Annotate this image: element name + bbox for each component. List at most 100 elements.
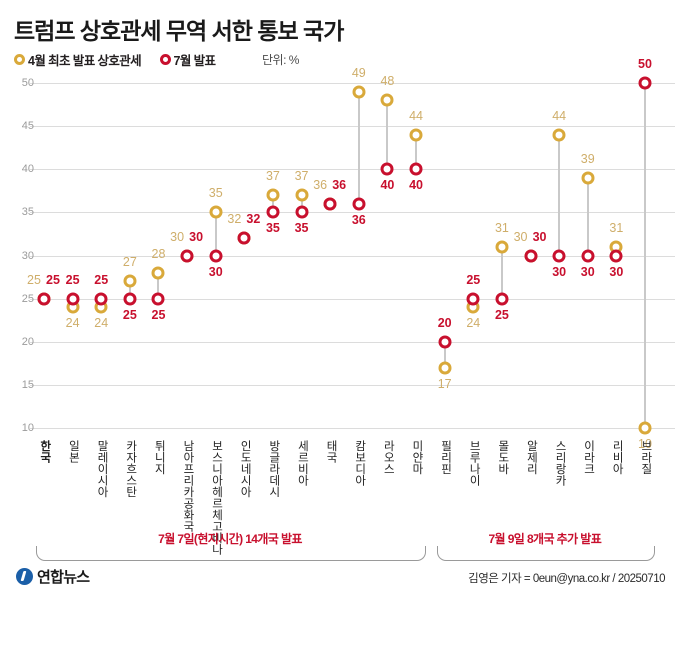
data-point-marker[interactable] — [495, 292, 509, 306]
data-point-marker[interactable] — [209, 249, 223, 262]
data-point-marker[interactable] — [209, 205, 223, 219]
data-point-marker[interactable] — [123, 274, 137, 288]
data-point-marker[interactable] — [438, 335, 452, 349]
connector-stem — [300, 195, 303, 213]
y-axis-tick: 25 — [21, 292, 34, 305]
x-axis-category-label: 브라질 — [639, 440, 652, 475]
connector-stem — [128, 281, 131, 299]
x-axis-category-label: 브루나이 — [468, 440, 481, 486]
data-point-marker[interactable] — [409, 128, 423, 142]
data-point-label: 30 — [580, 264, 595, 279]
x-axis-category-label: 일본 — [67, 440, 80, 463]
data-point-marker[interactable] — [66, 292, 80, 306]
data-point-marker[interactable] — [352, 85, 366, 99]
data-point-label: 32 — [246, 212, 261, 227]
connector-stem — [500, 246, 503, 299]
data-point-marker[interactable] — [552, 128, 566, 142]
connector-stem — [443, 341, 446, 368]
legend-item-april: 4월 최초 발표 상호관세 — [14, 50, 142, 69]
x-axis-category-label: 리비아 — [611, 440, 624, 475]
data-point-label: 10 — [638, 437, 652, 451]
data-point-label: 35 — [294, 221, 309, 236]
connector-stem — [586, 177, 589, 256]
x-axis-category-label: 한국 — [38, 440, 51, 463]
data-point-marker[interactable] — [323, 197, 337, 211]
gridline — [30, 255, 675, 257]
page-title: 트럼프 상호관세 무역 서한 통보 국가 — [14, 18, 344, 44]
connector-stem — [644, 83, 646, 428]
legend-item-july: 7월 발표 — [159, 50, 216, 69]
data-point-marker[interactable] — [151, 292, 165, 306]
group-bracket — [436, 546, 655, 561]
data-point-label: 25 — [46, 272, 60, 287]
data-point-marker[interactable] — [438, 361, 452, 375]
data-point-marker[interactable] — [266, 188, 280, 202]
data-point-label: 36 — [313, 177, 328, 192]
data-point-label: 40 — [380, 178, 395, 193]
x-axis-category-label: 미얀마 — [410, 440, 423, 475]
data-point-marker[interactable] — [609, 249, 623, 262]
data-point-label: 30 — [552, 264, 567, 279]
data-point-marker[interactable] — [581, 171, 595, 185]
data-point-label: 35 — [265, 221, 280, 236]
data-point-label: 31 — [609, 220, 624, 235]
data-point-marker[interactable] — [552, 249, 566, 262]
ring-icon — [159, 54, 171, 65]
data-point-label: 44 — [552, 108, 567, 123]
y-axis-tick: 35 — [21, 206, 34, 219]
data-point-marker[interactable] — [638, 421, 652, 435]
data-point-marker[interactable] — [466, 292, 480, 306]
data-point-marker[interactable] — [581, 249, 595, 262]
data-point-label: 27 — [122, 255, 137, 270]
data-point-label: 24 — [94, 316, 109, 331]
x-axis-category-label: 방글라데시 — [267, 440, 280, 498]
x-axis-category-label: 몰도바 — [496, 440, 509, 475]
x-axis-category-label: 튀니지 — [153, 440, 166, 475]
y-axis-tick: 20 — [21, 335, 34, 348]
y-axis-tick: 45 — [21, 120, 34, 133]
unit-label: 단위: % — [262, 53, 299, 67]
data-point-marker[interactable] — [237, 231, 251, 245]
data-point-marker[interactable] — [380, 162, 394, 176]
data-point-label: 48 — [380, 74, 395, 89]
data-point-marker[interactable] — [123, 292, 137, 306]
group-bracket-note: 7월 7일(현지시간) 14개국 발표 — [158, 532, 302, 546]
data-point-label: 28 — [151, 246, 166, 261]
data-point-label: 30 — [170, 229, 185, 244]
gridline — [30, 428, 675, 429]
x-axis-category-label: 스리랑카 — [553, 440, 566, 486]
data-point-marker[interactable] — [151, 266, 165, 280]
data-point-marker[interactable] — [352, 197, 366, 211]
data-point-label: 32 — [227, 212, 242, 227]
gridline — [30, 126, 675, 128]
gridline — [30, 341, 675, 343]
x-axis-category-label: 필리핀 — [439, 440, 452, 475]
data-point-marker[interactable] — [266, 205, 280, 219]
data-point-label: 31 — [494, 220, 509, 235]
publisher-logo: 연합뉴스 — [16, 566, 90, 587]
data-point-marker[interactable] — [295, 205, 309, 219]
x-axis-category-label: 라오스 — [382, 440, 395, 475]
data-point-label: 25 — [466, 272, 481, 287]
connector-stem — [271, 195, 274, 213]
data-point-label: 50 — [638, 57, 652, 71]
data-point-marker[interactable] — [524, 249, 538, 262]
data-point-label: 25 — [65, 272, 80, 287]
data-point-marker[interactable] — [37, 292, 51, 306]
data-point-marker[interactable] — [180, 249, 194, 262]
data-point-marker[interactable] — [409, 162, 423, 176]
x-axis-category-label: 캄보디아 — [353, 440, 366, 486]
data-point-label: 30 — [189, 229, 204, 244]
gridline — [30, 83, 675, 84]
data-point-marker[interactable] — [295, 188, 309, 202]
x-axis-category-label: 인도네시아 — [239, 440, 252, 498]
x-axis-category-label: 알제리 — [525, 440, 538, 475]
ring-icon — [14, 54, 25, 65]
data-point-marker[interactable] — [94, 292, 108, 306]
publisher-name: 연합뉴스 — [37, 569, 90, 586]
data-point-marker[interactable] — [638, 76, 652, 90]
data-point-marker[interactable] — [380, 93, 394, 107]
credit-line: 김영은 기자 = 0eun@yna.co.kr / 20250710 — [468, 573, 665, 585]
data-point-marker[interactable] — [495, 240, 509, 254]
